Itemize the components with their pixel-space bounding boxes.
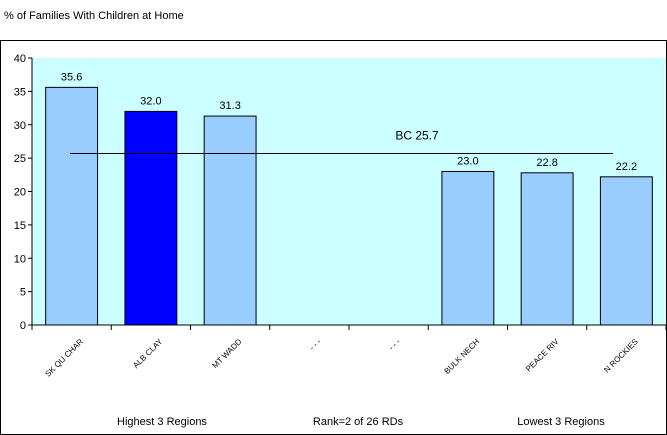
bar — [599, 176, 653, 326]
bar — [124, 110, 178, 326]
bar — [520, 172, 574, 326]
chart-title: % of Families With Children at Home — [4, 10, 184, 22]
category-label: BULK NECH — [443, 337, 482, 376]
bar-value-label: 32.0 — [140, 95, 161, 107]
reference-line: BC 25.7 — [70, 128, 613, 154]
y-tick-label: 0 — [20, 320, 26, 332]
y-tick-label: 35 — [14, 86, 26, 98]
y-tick-label: 40 — [14, 53, 26, 65]
bar — [441, 170, 495, 326]
bar-value-label: 23.0 — [457, 155, 478, 167]
y-tick-label: 30 — [14, 120, 26, 132]
category-label: PEACE RIV — [524, 337, 561, 374]
x-axis: SK QU CHAR ALB CLAY MT WADD - - - - - - BULK … — [31, 324, 667, 379]
footer-labels: Highest 3 Regions Rank=2 of 26 RDs Lowest … — [117, 416, 605, 428]
y-tick-label: 20 — [14, 187, 26, 199]
bars: 35.6 32.0 31.3 23.0 22.8 22.2 — [45, 71, 653, 326]
y-tick-label: 5 — [20, 287, 26, 299]
bar — [45, 86, 99, 326]
category-label: SK QU CHAR — [43, 337, 85, 379]
bar — [203, 115, 257, 326]
footer-label: Lowest 3 Regions — [517, 416, 605, 428]
category-label: ALB CLAY — [131, 337, 164, 370]
category-label: - - - — [387, 337, 402, 352]
footer-label: Rank=2 of 26 RDs — [313, 416, 404, 428]
y-axis: 0 5 10 15 20 25 30 35 40 — [14, 53, 33, 332]
bar-value-label: 35.6 — [61, 71, 82, 83]
bar-value-label: 22.2 — [616, 161, 637, 173]
category-label: - - - — [308, 337, 323, 352]
footer-label: Highest 3 Regions — [117, 416, 207, 428]
y-tick-label: 15 — [14, 220, 26, 232]
category-label: MT WADD — [210, 337, 243, 370]
y-tick-label: 10 — [14, 253, 26, 265]
y-tick-label: 25 — [14, 153, 26, 165]
category-label: N ROCKIES — [602, 337, 639, 374]
bar-value-label: 22.8 — [536, 157, 557, 169]
reference-line-label: BC 25.7 — [395, 128, 439, 142]
bar-value-label: 31.3 — [219, 100, 240, 112]
